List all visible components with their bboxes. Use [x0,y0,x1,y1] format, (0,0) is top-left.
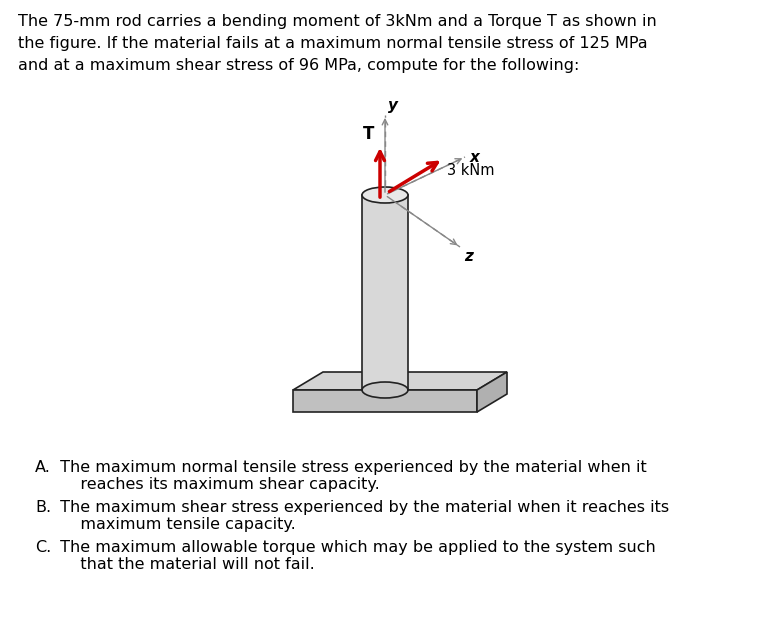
Ellipse shape [362,187,408,203]
Text: The maximum allowable torque which may be applied to the system such: The maximum allowable torque which may b… [55,540,655,555]
Text: x: x [470,150,480,164]
Text: y: y [388,98,398,113]
Text: 3 kNm: 3 kNm [447,163,495,178]
Text: that the material will not fail.: that the material will not fail. [65,557,315,572]
Text: z: z [464,249,473,264]
Text: C.: C. [35,540,51,555]
Text: maximum tensile capacity.: maximum tensile capacity. [65,517,296,532]
Polygon shape [293,390,477,412]
Bar [362,195,408,390]
Text: T: T [363,125,374,143]
Ellipse shape [362,382,408,398]
Text: B.: B. [35,500,51,515]
Text: The 75-mm rod carries a bending moment of 3kNm and a Torque T as shown in
the fi: The 75-mm rod carries a bending moment o… [18,14,657,74]
Text: The maximum normal tensile stress experienced by the material when it: The maximum normal tensile stress experi… [55,460,647,475]
Polygon shape [293,372,507,390]
Text: The maximum shear stress experienced by the material when it reaches its: The maximum shear stress experienced by … [55,500,669,515]
Polygon shape [477,372,507,412]
Text: A.: A. [35,460,51,475]
Text: reaches its maximum shear capacity.: reaches its maximum shear capacity. [65,477,380,492]
